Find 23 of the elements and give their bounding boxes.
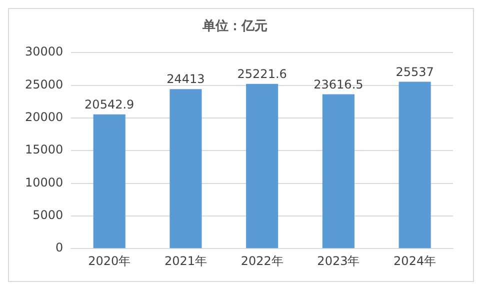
data-label: 24413 <box>166 72 205 86</box>
bar <box>322 94 354 248</box>
y-tick-label: 15000 <box>24 142 64 157</box>
y-tick-label: 5000 <box>32 208 64 222</box>
x-tick-label: 2022年 <box>240 254 284 268</box>
data-label: 25221.6 <box>237 66 287 81</box>
bar <box>170 89 202 248</box>
x-tick-label: 2020年 <box>88 254 131 268</box>
x-tick-label: 2024年 <box>394 254 436 268</box>
bar <box>398 82 431 248</box>
y-tick-label: 20000 <box>24 110 64 124</box>
data-label: 23616.5 <box>314 77 364 92</box>
y-tick-label: 0 <box>56 240 64 255</box>
data-label: 25537 <box>396 64 434 79</box>
x-tick-label: 2023年 <box>317 254 360 268</box>
y-tick-label: 10000 <box>24 175 64 190</box>
y-tick-label: 30000 <box>24 44 64 59</box>
bar <box>246 84 278 248</box>
x-tick-label: 2021年 <box>164 254 207 268</box>
y-tick-label: 25000 <box>24 77 64 92</box>
chart-title: 单位：亿元 <box>202 18 268 34</box>
bar <box>93 114 126 248</box>
data-label: 20542.9 <box>84 98 134 112</box>
